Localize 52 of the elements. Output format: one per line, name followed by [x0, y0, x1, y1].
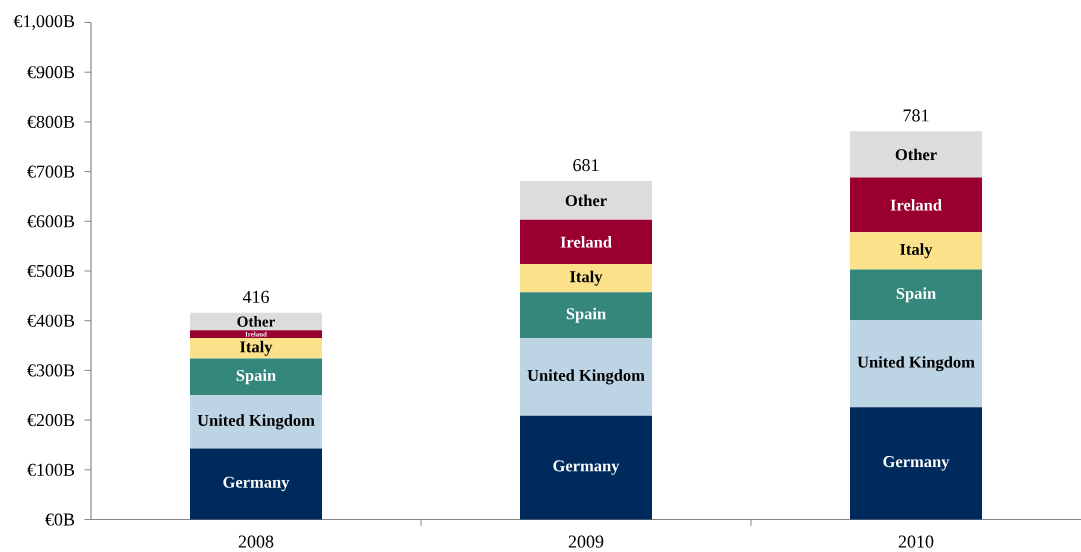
- bar: [850, 407, 983, 520]
- total-label: 781: [903, 109, 929, 122]
- bar: [520, 338, 652, 416]
- x-tick-label: 2009: [568, 535, 604, 548]
- y-tick-label: €800B: [27, 115, 75, 128]
- bar: [850, 177, 983, 233]
- x-tick-label: 2008: [238, 535, 274, 548]
- y-tick-label: €600B: [27, 215, 75, 228]
- y-tick-label: €700B: [27, 165, 75, 178]
- bar: [850, 232, 983, 270]
- text: United Kingdom: [857, 356, 975, 372]
- total-label: 416: [242, 290, 269, 303]
- text: Ireland: [890, 199, 942, 211]
- text: Spain: [566, 307, 606, 323]
- bar: [850, 131, 983, 178]
- series-label: Other: [237, 316, 276, 327]
- bar: [190, 312, 322, 331]
- y-tick-label: €1,000B: [13, 15, 75, 30]
- y-tick-label: €0B: [45, 513, 75, 526]
- x-tick-label: 2010: [898, 535, 934, 548]
- bar: [520, 181, 652, 220]
- bar: [190, 395, 322, 449]
- text: Ireland: [560, 236, 612, 248]
- bar: [520, 219, 652, 265]
- text: United Kingdom: [197, 414, 315, 430]
- text: Italy: [900, 243, 933, 259]
- series-label: Spain: [236, 369, 276, 385]
- bar: [850, 269, 983, 321]
- total-label: 681: [573, 159, 599, 172]
- bar: [520, 415, 652, 520]
- series-label: Germany: [223, 476, 290, 492]
- text: Other: [565, 194, 607, 207]
- y-tick-label: €200B: [27, 414, 75, 427]
- y-tick-label: €300B: [27, 364, 75, 377]
- bar: [520, 292, 652, 339]
- series-label: United Kingdom: [527, 369, 645, 385]
- bar: [520, 264, 652, 293]
- text: Germany: [553, 460, 620, 475]
- series-label: Italy: [240, 340, 273, 356]
- bar: [190, 358, 322, 396]
- bar: [190, 338, 322, 359]
- y-tick-label: €100B: [27, 463, 75, 476]
- text: Spain: [896, 287, 936, 303]
- y-tick-label: €400B: [27, 314, 75, 327]
- y-tick-label: €500B: [27, 264, 75, 278]
- bar: [190, 330, 322, 339]
- text: Italy: [570, 270, 603, 286]
- bar: [190, 448, 322, 520]
- text: Other: [895, 148, 937, 161]
- y-tick-label: €900B: [27, 66, 75, 79]
- text: Germany: [883, 456, 950, 471]
- bar: [850, 320, 983, 408]
